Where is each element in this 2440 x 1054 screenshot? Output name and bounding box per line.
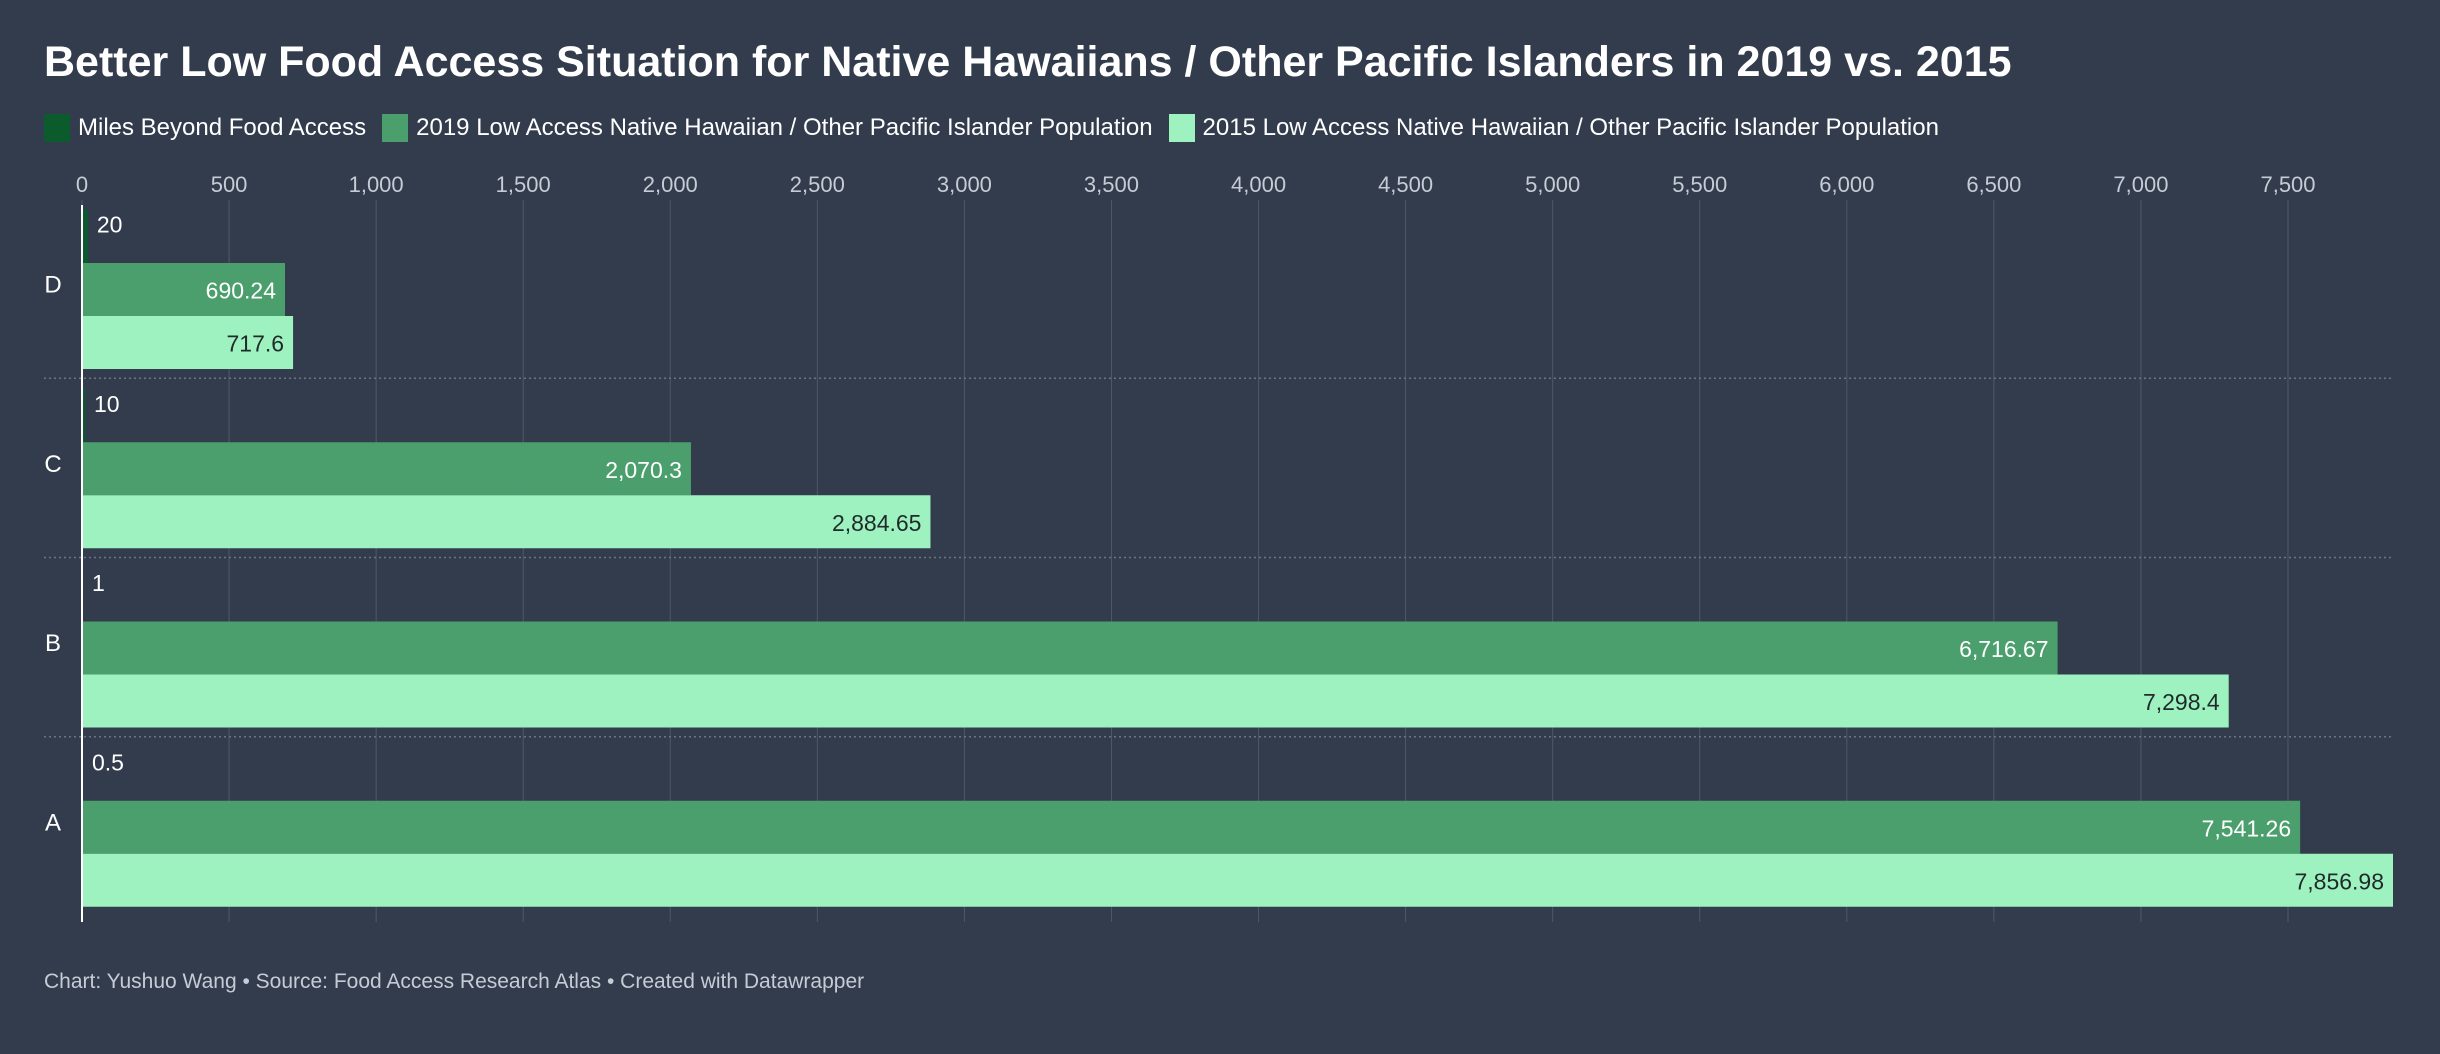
- x-tick-label: 5,000: [1525, 172, 1580, 197]
- legend-swatch-2019: [382, 114, 409, 142]
- x-tick-label: 2,500: [790, 172, 845, 197]
- chart-title: Better Low Food Access Situation for Nat…: [44, 38, 2012, 86]
- bar: [82, 674, 2229, 728]
- bar: [82, 263, 286, 316]
- bar: [82, 389, 85, 443]
- x-tick-label: 1,000: [349, 172, 404, 197]
- category-label: A: [45, 809, 61, 836]
- data-label: 6,716.67: [1959, 636, 2049, 662]
- data-label: 717.6: [227, 331, 285, 357]
- x-tick-label: 4,000: [1231, 172, 1286, 197]
- data-label: 2,884.65: [832, 510, 922, 536]
- legend-label-2019: 2019 Low Access Native Hawaiian / Other …: [416, 114, 1153, 141]
- legend-swatch-2015: [1168, 114, 1195, 142]
- x-tick-label: 5,500: [1672, 172, 1727, 197]
- x-tick-label: 1,500: [496, 172, 551, 197]
- data-label: 7,298.4: [2143, 689, 2220, 715]
- bar: [82, 621, 2058, 675]
- data-label: 690.24: [206, 278, 277, 304]
- data-label: 7,541.26: [2202, 815, 2292, 841]
- legend-label-miles: Miles Beyond Food Access: [78, 114, 367, 141]
- category-label: B: [45, 630, 61, 657]
- x-tick-label: 4,500: [1378, 172, 1433, 197]
- x-tick-label: 6,500: [1966, 172, 2021, 197]
- x-tick-label: 6,000: [1819, 172, 1874, 197]
- legend-item-2019: 2019 Low Access Native Hawaiian / Other …: [382, 114, 1153, 142]
- legend: Miles Beyond Food Access 2019 Low Access…: [44, 114, 1955, 142]
- legend-item-miles: Miles Beyond Food Access: [44, 114, 366, 142]
- bar: [82, 853, 2393, 907]
- bar: [82, 210, 88, 263]
- data-label: 0.5: [92, 749, 124, 775]
- legend-swatch-miles: [44, 114, 70, 142]
- data-label: 10: [94, 391, 120, 417]
- bar: [82, 442, 691, 496]
- x-tick-label: 500: [211, 172, 248, 197]
- legend-label-2015: 2015 Low Access Native Hawaiian / Other …: [1202, 114, 1939, 141]
- bar: [82, 800, 2301, 854]
- data-label: 7,856.98: [2294, 868, 2384, 894]
- data-label: 20: [97, 212, 123, 238]
- chart-footer: Chart: Yushuo Wang • Source: Food Access…: [44, 970, 865, 993]
- category-label: D: [44, 272, 61, 299]
- data-label: 1: [92, 570, 105, 596]
- data-label: 2,070.3: [605, 457, 682, 483]
- legend-item-2015: 2015 Low Access Native Hawaiian / Other …: [1168, 114, 1939, 142]
- x-tick-label: 2,000: [643, 172, 698, 197]
- x-tick-label: 0: [76, 172, 88, 197]
- x-tick-label: 7,000: [2113, 172, 2168, 197]
- bar: [82, 495, 931, 549]
- x-tick-label: 7,500: [2260, 172, 2315, 197]
- x-tick-label: 3,500: [1084, 172, 1139, 197]
- bar: [82, 316, 294, 369]
- x-tick-label: 3,000: [937, 172, 992, 197]
- category-label: C: [44, 451, 61, 478]
